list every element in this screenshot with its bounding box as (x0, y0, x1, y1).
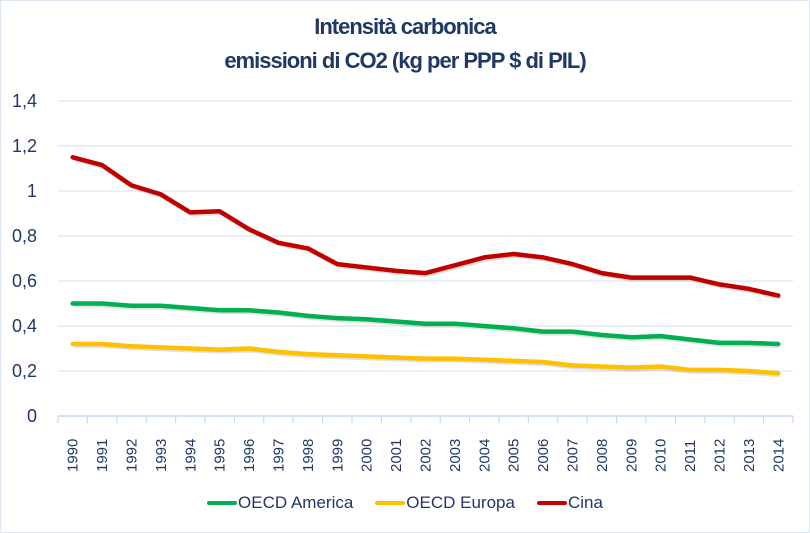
legend-label-oecd-europa: OECD Europa (406, 493, 515, 512)
y-tick-label: 0 (27, 406, 37, 426)
legend-item-oecd-america: OECD America (207, 493, 353, 513)
series-lines (70, 155, 781, 378)
y-tick-label: 0,4 (12, 316, 37, 336)
legend-swatch-cina (536, 501, 567, 505)
y-tick-label: 1,4 (12, 91, 37, 111)
y-tick-label: 1 (27, 181, 37, 201)
x-tick-label: 2000 (359, 439, 376, 472)
x-tick-label: 2010 (653, 439, 670, 472)
legend-label-oecd-america: OECD America (238, 493, 354, 512)
x-tick-label: 2009 (623, 439, 640, 472)
x-tick-label: 1991 (94, 439, 111, 472)
legend-label-cina: Cina (567, 493, 603, 512)
x-tick-label: 1990 (65, 439, 82, 472)
legend-item-cina: Cina (536, 493, 603, 513)
x-axis: 1990 1991 1992 1993 1994 1995 1996 1997 1998 1999… (57, 415, 794, 472)
legend-swatch-oecd-america (207, 501, 238, 505)
x-tick-label: 2012 (712, 439, 729, 472)
gridlines (58, 100, 793, 372)
x-tick-label: 2006 (535, 439, 552, 472)
chart-subtitle: emissioni di CO2 (kg per PPP $ di PIL) (224, 48, 586, 73)
x-tick-label: 2008 (594, 439, 611, 472)
y-tick-label: 1,2 (12, 136, 37, 156)
x-tick-label: 2014 (770, 439, 787, 472)
series-line-cina (70, 155, 781, 298)
x-tick-label: 1993 (153, 439, 170, 472)
legend-item-oecd-europa: OECD Europa (375, 493, 515, 513)
y-axis: 0 0,2 0,4 0,6 0,8 1 1,2 1,4 (12, 91, 37, 426)
x-tick-label: 1994 (182, 439, 199, 472)
x-tick-label: 2011 (682, 440, 699, 472)
x-tick-label: 1992 (124, 439, 141, 472)
x-tick-label: 2005 (506, 439, 523, 472)
series-line-oecd-america (70, 301, 781, 347)
x-tick-label: 2004 (476, 439, 493, 472)
y-tick-label: 0,6 (12, 271, 37, 291)
x-tick-label: 1995 (212, 439, 229, 472)
x-tick-label: 2007 (565, 439, 582, 472)
series-line-oecd-europa (70, 341, 781, 376)
legend: OECD America OECD Europa Cina (0, 493, 810, 513)
x-tick-label: 2013 (741, 439, 758, 472)
x-tick-label: 1998 (300, 439, 317, 472)
x-tick-label: 1999 (329, 439, 346, 472)
x-tick-label: 1997 (271, 439, 288, 472)
legend-swatch-oecd-europa (375, 501, 406, 505)
y-tick-label: 0,2 (12, 361, 37, 381)
x-tick-label: 1996 (241, 439, 258, 472)
x-tick-label: 2001 (388, 439, 405, 472)
x-tick-label: 2002 (418, 439, 435, 472)
x-tick-label: 2003 (447, 439, 464, 472)
y-tick-label: 0,8 (12, 226, 37, 246)
chart-title: Intensità carbonica (314, 14, 497, 39)
